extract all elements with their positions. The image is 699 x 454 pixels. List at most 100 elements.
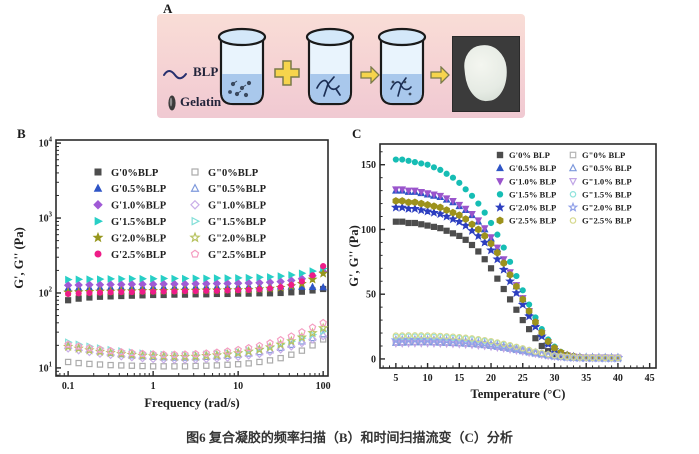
data-marker-circle bbox=[96, 289, 104, 296]
x-tick-label: 30 bbox=[549, 373, 559, 384]
panel-c-letter: C bbox=[352, 126, 362, 141]
data-marker-circle bbox=[449, 333, 457, 340]
data-marker-square bbox=[191, 168, 199, 176]
data-marker-hexagon bbox=[532, 318, 539, 326]
data-marker-triangle-down bbox=[496, 178, 504, 186]
data-marker-star bbox=[479, 237, 490, 247]
legend-item-label: G"0.5%BLP bbox=[208, 184, 267, 195]
legend-item-label: G"0% BLP bbox=[582, 150, 625, 160]
data-marker-triangle-down bbox=[436, 340, 445, 349]
data-marker-pentagon bbox=[85, 344, 94, 352]
series bbox=[64, 318, 327, 358]
data-marker-star bbox=[92, 231, 104, 243]
data-marker-circle bbox=[235, 287, 242, 294]
data-marker-square bbox=[519, 316, 526, 324]
data-marker-triangle-right bbox=[235, 274, 243, 282]
data-marker-pentagon bbox=[234, 345, 242, 353]
data-marker-star bbox=[318, 268, 329, 278]
data-marker-triangle-down bbox=[423, 340, 432, 348]
data-marker-triangle-down bbox=[468, 210, 476, 219]
data-marker-circle bbox=[424, 161, 431, 168]
plot-frame bbox=[379, 143, 657, 369]
data-marker-square bbox=[405, 219, 412, 227]
y-tick-label: 100 bbox=[361, 225, 376, 236]
data-marker-triangle-right bbox=[86, 275, 94, 283]
data-marker-star bbox=[517, 299, 528, 309]
data-marker-star bbox=[429, 207, 439, 217]
data-marker-star bbox=[317, 322, 329, 333]
data-marker-pentagon bbox=[298, 327, 306, 336]
gel-blob bbox=[462, 42, 510, 104]
data-marker-star bbox=[530, 321, 541, 331]
data-marker-hexagon bbox=[430, 202, 438, 210]
data-marker-circle bbox=[150, 288, 157, 295]
data-marker-square bbox=[171, 363, 178, 370]
data-marker-triangle-up bbox=[568, 163, 578, 172]
data-marker-square bbox=[245, 360, 252, 367]
data-marker-circle bbox=[437, 166, 444, 173]
data-marker-circle bbox=[224, 287, 231, 294]
data-marker-square bbox=[277, 354, 284, 362]
x-tick-label: 10 bbox=[233, 381, 243, 392]
data-marker-star bbox=[243, 345, 254, 356]
arrow-right-icon bbox=[430, 66, 450, 84]
data-marker-square bbox=[569, 151, 577, 159]
data-marker-hexagon bbox=[398, 197, 406, 205]
data-marker-circle bbox=[506, 258, 514, 265]
data-marker-triangle-right bbox=[118, 275, 126, 283]
data-marker-circle bbox=[468, 335, 476, 342]
data-marker-pentagon bbox=[276, 335, 285, 344]
data-marker-star bbox=[498, 264, 509, 274]
blp-label: BLP bbox=[193, 64, 219, 79]
data-marker-square bbox=[298, 347, 306, 354]
legend-item-label: G"2.0% BLP bbox=[582, 202, 632, 212]
data-marker-pentagon bbox=[117, 348, 126, 356]
legend-item-label: G'1.5%BLP bbox=[111, 217, 167, 228]
data-marker-circle bbox=[532, 348, 539, 355]
y-tick-label: 103 bbox=[39, 212, 53, 225]
data-marker-star bbox=[473, 337, 484, 348]
data-marker-triangle-right bbox=[213, 274, 222, 282]
data-marker-star bbox=[524, 311, 535, 321]
data-marker-diamond bbox=[318, 331, 328, 341]
data-marker-square bbox=[224, 361, 231, 369]
data-marker-hexagon bbox=[417, 199, 425, 208]
data-marker-star bbox=[397, 202, 408, 212]
data-marker-pentagon bbox=[191, 349, 200, 358]
data-marker-square bbox=[65, 297, 72, 304]
data-marker-triangle-right bbox=[94, 216, 103, 226]
data-marker-star bbox=[296, 331, 308, 342]
data-marker-triangle-right bbox=[65, 275, 73, 284]
data-marker-triangle-right bbox=[245, 273, 254, 282]
legend-item-label: G"2.5%BLP bbox=[208, 250, 267, 261]
gel-photo bbox=[452, 36, 520, 112]
data-marker-triangle-down bbox=[487, 234, 495, 242]
data-marker-square bbox=[75, 295, 82, 302]
data-marker-square bbox=[449, 230, 457, 237]
data-marker-circle bbox=[595, 354, 603, 362]
data-marker-square bbox=[86, 360, 93, 368]
data-marker-triangle-down bbox=[391, 340, 400, 348]
data-marker-square bbox=[538, 342, 545, 350]
data-marker-pentagon bbox=[308, 323, 317, 331]
x-axis-title: Frequency (rad/s) bbox=[144, 396, 239, 410]
data-marker-hexagon bbox=[544, 337, 552, 346]
data-marker-square bbox=[500, 285, 507, 293]
data-marker-circle bbox=[160, 288, 167, 295]
data-marker-hexagon bbox=[506, 270, 514, 279]
series bbox=[65, 263, 327, 298]
data-marker-hexagon bbox=[405, 198, 412, 207]
data-marker-square bbox=[487, 265, 495, 272]
data-marker-circle bbox=[65, 290, 72, 298]
data-marker-triangle-down bbox=[455, 341, 464, 349]
data-marker-triangle-up bbox=[496, 163, 504, 172]
legend-item-label: G'0% BLP bbox=[509, 150, 550, 160]
data-marker-diamond bbox=[308, 335, 317, 344]
data-marker-triangle-down bbox=[404, 187, 413, 195]
data-marker-star bbox=[448, 213, 458, 224]
data-marker-triangle-down bbox=[568, 178, 578, 186]
data-marker-square bbox=[526, 326, 533, 333]
data-marker-circle bbox=[418, 332, 425, 339]
data-marker-circle bbox=[449, 174, 457, 181]
data-marker-circle bbox=[298, 278, 305, 285]
